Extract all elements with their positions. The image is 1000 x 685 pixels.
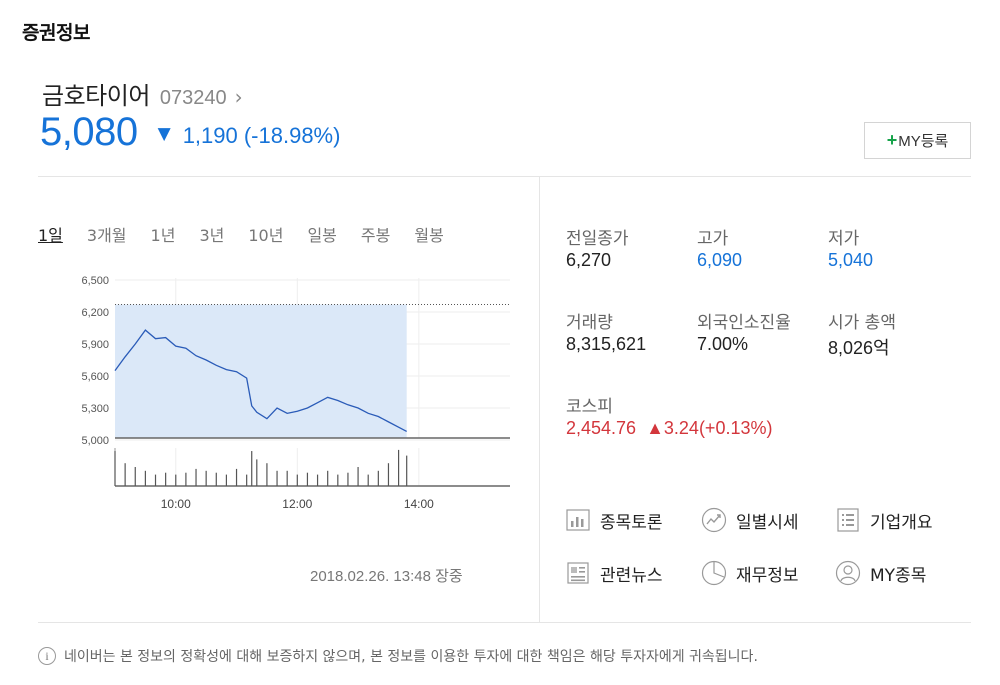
link-label: 기업개요 [870,512,933,533]
stat-high: 고가 6,090 [697,224,742,271]
divider-top [38,176,971,177]
period-tabs: 1일 3개월 1년 3년 10년 일봉 주봉 월봉 [38,222,468,246]
link-daily-quotes[interactable]: 일별시세 [700,506,799,534]
divider-vertical [539,177,540,622]
stat-label: 고가 [697,229,729,249]
link-label: 일별시세 [736,512,799,533]
tab-3y[interactable]: 3년 [199,226,225,245]
y-tick-label: 5,300 [81,403,109,415]
tab-1y[interactable]: 1년 [150,226,176,245]
stock-header[interactable]: 금호타이어 073240 › [42,76,243,111]
stat-foreign-ratio: 외국인소진율 7.00% [697,308,791,355]
tab-daily[interactable]: 일봉 [307,226,337,245]
link-label: 종목토론 [600,512,663,533]
current-price: 5,080 [40,110,138,154]
link-my-stocks[interactable]: MY종목 [834,559,926,587]
tab-3m[interactable]: 3개월 [86,226,127,245]
y-tick-label: 5,900 [81,339,109,351]
stat-value: 6,090 [697,250,743,270]
x-tick-label: 14:00 [404,497,434,511]
timestamp: 2018.02.26. 13:48 장중 [310,568,463,585]
person-icon [834,559,862,587]
stat-value: 5,040 [828,250,874,270]
index-value-row: 2,454.76 ▲3.24(+0.13%) [566,418,772,439]
x-tick-label: 10:00 [161,497,191,511]
stat-label: 거래량 [566,313,613,333]
stat-value: 8,315,621 [566,334,647,354]
stat-label: 저가 [828,229,860,249]
index-value: 2,454.76 [566,418,637,438]
link-label: MY종목 [870,565,927,586]
session-area [115,304,407,438]
section-title: 증권정보 [22,22,90,44]
x-tick-label: 12:00 [282,497,312,511]
bar-chart-icon [564,506,592,534]
down-arrow-icon: ▼ [157,124,171,144]
pie-icon [700,559,728,587]
stat-low: 저가 5,040 [828,224,873,271]
price-change: 1,190 (-18.98%) [182,123,341,148]
link-discussion[interactable]: 종목토론 [564,506,663,534]
divider-bottom [38,622,971,623]
stock-code: 073240 [159,87,227,109]
news-icon [564,559,592,587]
price-line [114,329,407,433]
stat-value: 6,270 [566,250,612,270]
price-row: 5,080 ▼ 1,190 (-18.98%) [40,110,340,155]
y-tick-label: 6,200 [81,307,109,319]
y-tick-label: 5,600 [81,371,109,383]
stat-value: 8,026억 [828,338,890,358]
disclaimer-text: 네이버는 본 정보의 정확성에 대해 보증하지 않으며, 본 정보를 이용한 투… [64,649,758,665]
stat-prev-close: 전일종가 6,270 [566,224,629,271]
link-label: 재무정보 [736,565,799,586]
index-label[interactable]: 코스피 [566,397,613,417]
stat-volume: 거래량 8,315,621 [566,308,646,355]
stat-market-cap: 시가 총액 8,026억 [828,308,896,360]
y-tick-label: 5,000 [81,435,109,447]
stat-label: 시가 총액 [828,313,896,333]
plus-icon: + [886,130,898,150]
tab-10y[interactable]: 10년 [248,226,284,245]
stat-kospi[interactable]: 코스피 2,454.76 ▲3.24(+0.13%) [566,392,772,439]
tab-monthly[interactable]: 월봉 [414,226,444,245]
link-label: 관련뉴스 [600,565,663,586]
y-tick-label: 6,500 [81,275,109,287]
stock-name[interactable]: 금호타이어 [42,82,150,110]
disclaimer: i 네이버는 본 정보의 정확성에 대해 보증하지 않으며, 본 정보를 이용한… [38,646,758,666]
trend-icon [700,506,728,534]
chevron-right-icon[interactable]: › [234,85,243,109]
link-company-overview[interactable]: 기업개요 [834,506,933,534]
link-financial-info[interactable]: 재무정보 [700,559,799,587]
my-register-button[interactable]: + MY등록 [864,122,971,159]
index-change: ▲3.24(+0.13%) [646,418,773,438]
tab-weekly[interactable]: 주봉 [360,226,391,245]
stat-label: 전일종가 [566,229,629,249]
tab-1d[interactable]: 1일 [38,226,63,245]
stat-value: 7.00% [697,334,749,354]
info-icon: i [38,647,56,665]
stat-label: 외국인소진율 [697,313,791,333]
list-icon [834,506,862,534]
my-register-label: MY등록 [898,133,949,150]
link-related-news[interactable]: 관련뉴스 [564,559,663,587]
intraday-chart: 6,500 6,200 5,900 5,600 5,300 5,000 10:00 12:00… [81,275,510,511]
